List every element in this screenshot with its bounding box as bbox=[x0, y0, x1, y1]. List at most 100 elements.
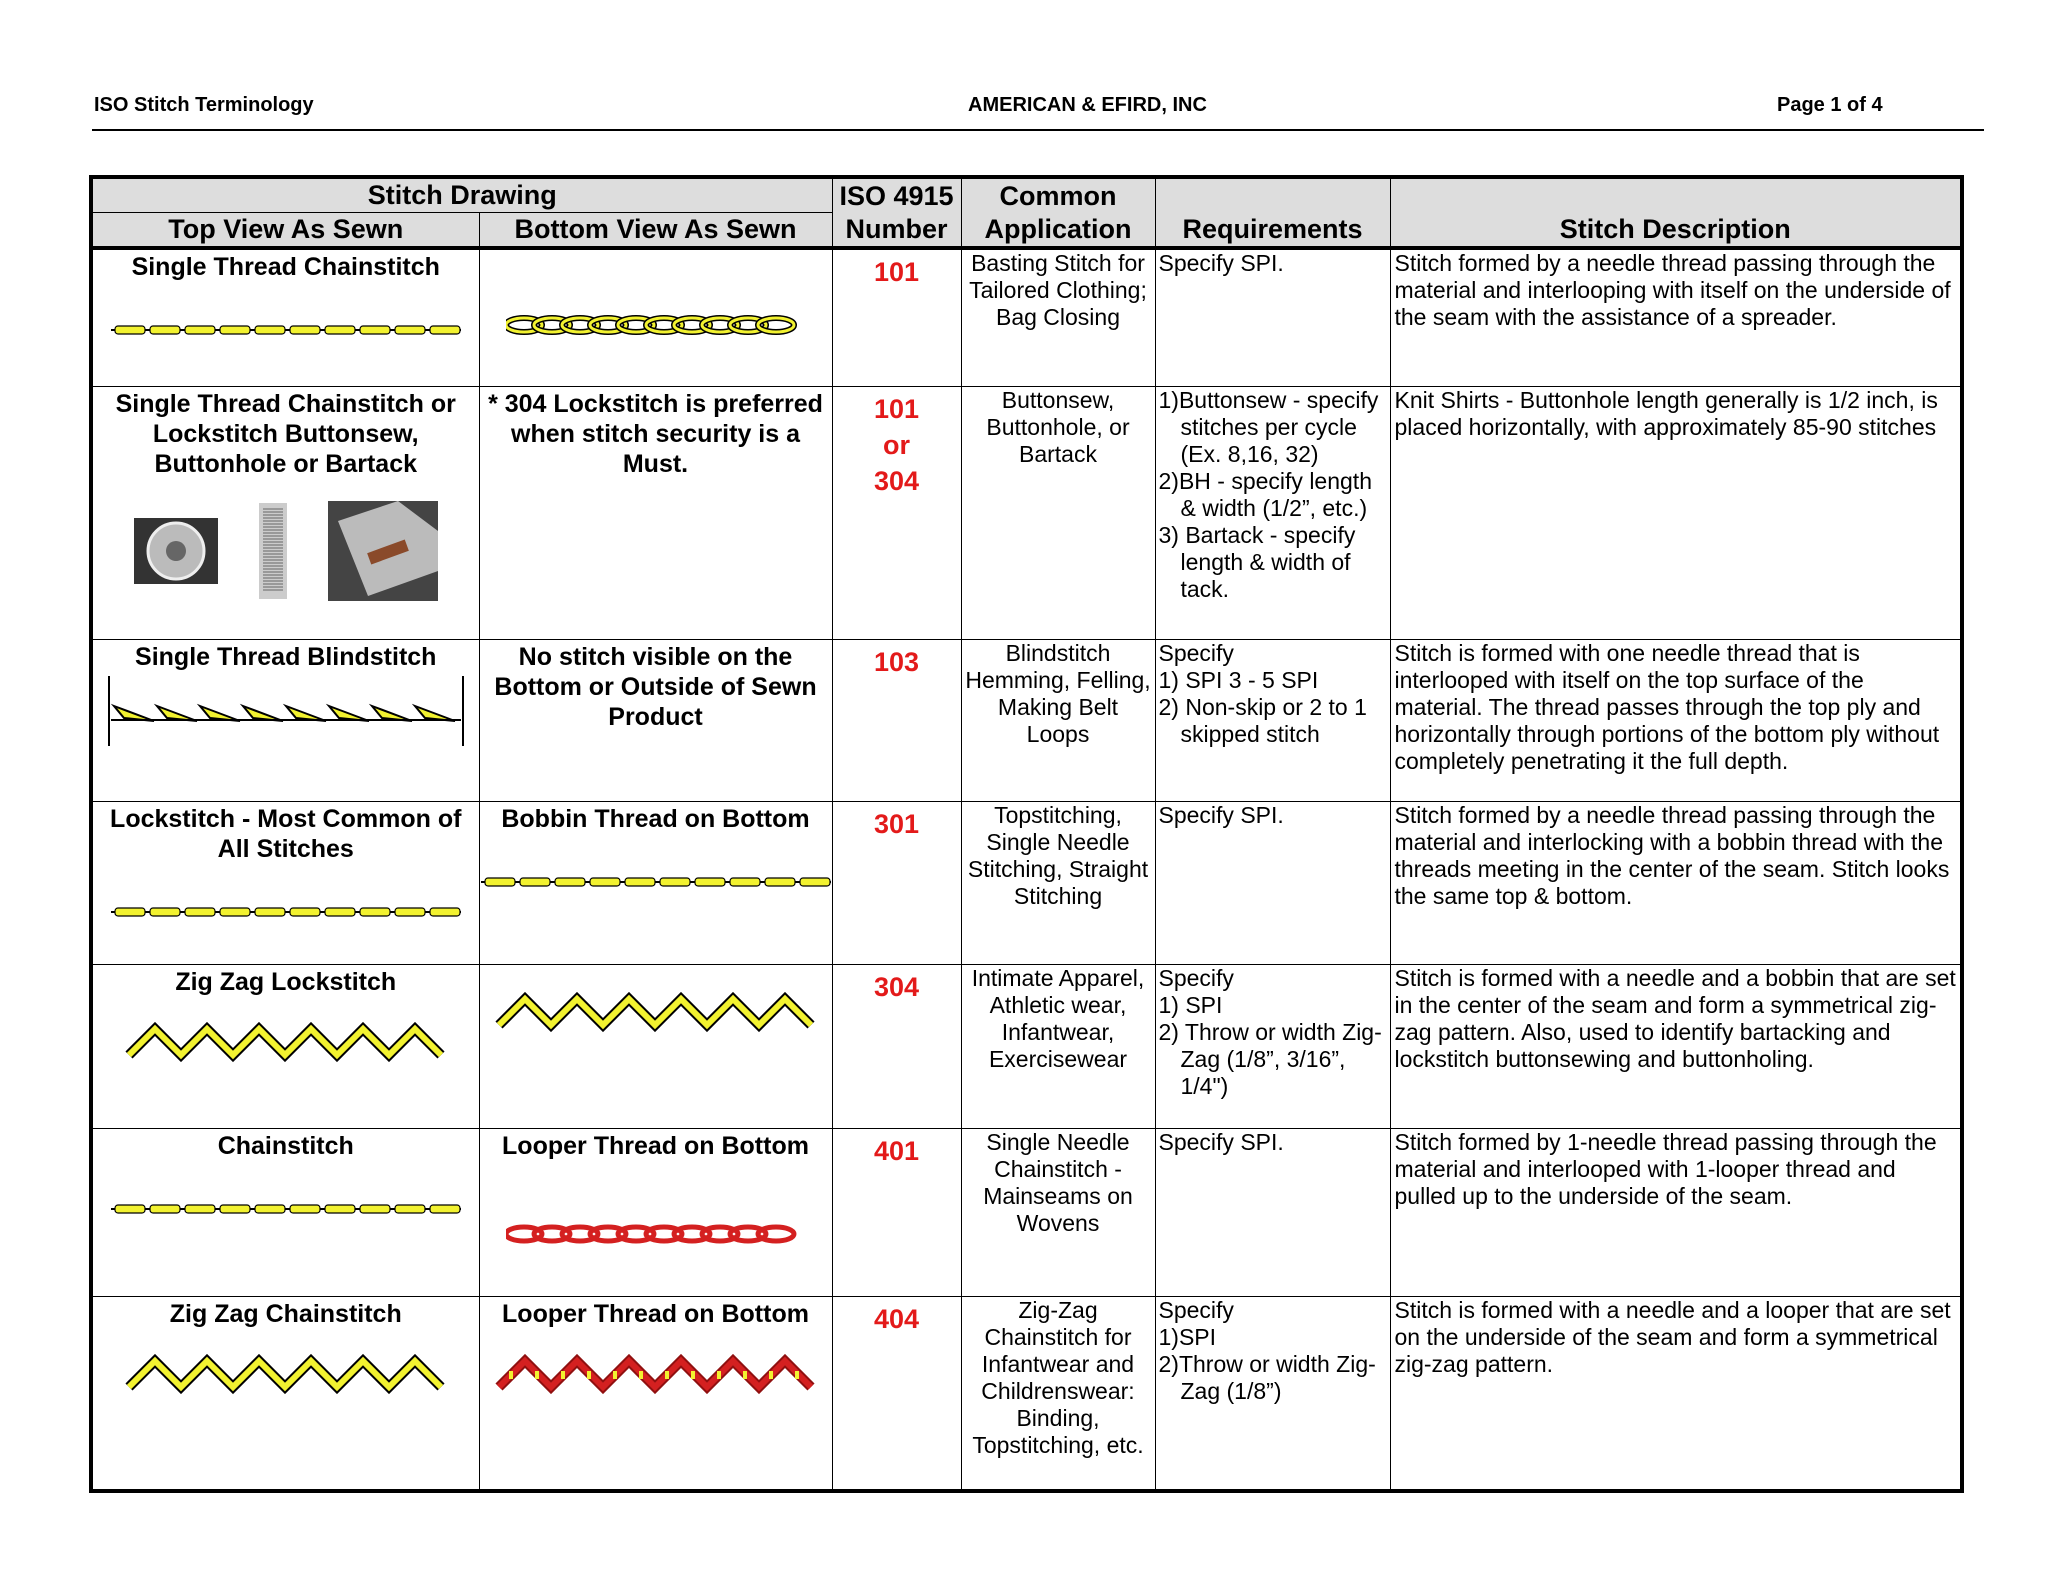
stitch-drawing bbox=[125, 1353, 445, 1394]
stitch-drawing bbox=[494, 1353, 815, 1394]
stitch-segment bbox=[359, 1203, 391, 1214]
header-rule bbox=[92, 129, 1984, 131]
stitch-segment bbox=[553, 876, 586, 887]
stitch-segment bbox=[254, 906, 286, 917]
stitch-segment bbox=[588, 876, 621, 887]
stitch-segment bbox=[394, 1203, 426, 1214]
requirement-item: 1)SPI bbox=[1158, 1323, 1217, 1350]
stitch-table: Stitch Drawing ISO 4915 Number Common Appl… bbox=[89, 175, 1964, 1493]
blind-loop bbox=[110, 703, 155, 722]
stitch-segment bbox=[394, 325, 426, 335]
stitch-segment bbox=[324, 325, 356, 335]
blind-loop bbox=[368, 703, 413, 722]
bottom-view-cell: Looper Thread on Bottom bbox=[478, 1127, 833, 1297]
stitch-segment bbox=[518, 876, 551, 887]
iso-number: 103 bbox=[873, 646, 920, 677]
top-view-cell: Chainstitch bbox=[90, 1127, 480, 1297]
requirements-cell: 1)Buttonsew - specify stitches per cycle… bbox=[1154, 385, 1391, 640]
top-view-title: Single Thread Blindstitch bbox=[135, 642, 437, 671]
application-cell: Blindstitch Hemming, Felling, Making Bel… bbox=[960, 638, 1156, 802]
description-cell: Knit Shirts - Buttonhole length generall… bbox=[1389, 385, 1963, 640]
stitch-segment bbox=[429, 1203, 461, 1214]
stitch-segment bbox=[149, 325, 181, 335]
stitch-segment bbox=[324, 1203, 356, 1214]
requirements-cell: Specify 1) SPI 3 - 5 SPI 2) Non-skip or 2 … bbox=[1154, 638, 1391, 802]
stitch-segment bbox=[798, 876, 831, 887]
table-row: Zig Zag Lockstitch 304 Intimate Apparel, A… bbox=[90, 963, 1963, 1129]
bottom-view-title bbox=[480, 965, 832, 967]
description-cell: Stitch formed by a needle thread passing… bbox=[1389, 247, 1963, 387]
top-view-title: Lockstitch - Most Common of All Stitches bbox=[110, 804, 462, 863]
requirement-item: 2)Throw or width Zig-Zag (1/8”) bbox=[1158, 1350, 1376, 1404]
requirement-item: Specify bbox=[1158, 639, 1234, 666]
top-view-title: Zig Zag Lockstitch bbox=[175, 967, 397, 996]
top-view-title: Chainstitch bbox=[217, 1131, 354, 1160]
top-view-title: Single Thread Chainstitch bbox=[131, 253, 440, 281]
looper-knot bbox=[794, 1370, 799, 1379]
requirement-item: 2)BH - specify length & width (1/2”, etc… bbox=[1158, 467, 1372, 521]
description-cell: Stitch is formed with a needle and a loo… bbox=[1389, 1295, 1963, 1492]
stitch-segment bbox=[289, 325, 321, 335]
blind-loop bbox=[325, 703, 370, 722]
table-row: Single Thread Blindstitch No stitch visib… bbox=[90, 638, 1963, 802]
stitch-segment bbox=[219, 1203, 251, 1214]
bottom-view-title: Bobbin Thread on Bottom bbox=[501, 804, 810, 833]
stitch-drawing bbox=[110, 906, 461, 917]
looper-knot bbox=[664, 1370, 669, 1379]
stitch-segment bbox=[219, 906, 251, 917]
stitch-segment bbox=[254, 325, 286, 335]
header-center: AMERICAN & EFIRD, INC bbox=[968, 94, 1207, 116]
stitch-segment bbox=[623, 876, 656, 887]
col-application: Common Application bbox=[960, 176, 1156, 250]
application-cell: Single Needle Chainstitch - Mainseams on… bbox=[960, 1127, 1156, 1297]
stitch-segment bbox=[289, 1203, 321, 1214]
iso-number-cell: 304 bbox=[831, 963, 962, 1129]
looper-knot bbox=[716, 1370, 721, 1379]
stitch-segment bbox=[359, 325, 391, 335]
requirements-cell: Specify SPI. bbox=[1154, 247, 1391, 387]
application-cell: Basting Stitch for Tailored Clothing; Ba… bbox=[960, 247, 1156, 387]
top-view-cell: Single Thread Chainstitch bbox=[90, 247, 480, 387]
description-cell: Stitch is formed with one needle thread … bbox=[1389, 638, 1963, 802]
stitch-segment bbox=[184, 906, 216, 917]
looper-knot bbox=[612, 1370, 617, 1379]
stitch-drawing bbox=[505, 1224, 796, 1243]
iso-number: 101 bbox=[873, 393, 920, 424]
bartack-photo-icon bbox=[327, 500, 438, 601]
bottom-view-title bbox=[480, 250, 832, 252]
stitch-drawing bbox=[107, 675, 464, 746]
requirement-item: 2) Throw or width Zig-Zag (1/8”, 3/16”, … bbox=[1158, 1018, 1382, 1099]
requirement-item: 2) Non-skip or 2 to 1 skipped stitch bbox=[1158, 693, 1367, 747]
stitch-segment bbox=[359, 906, 391, 917]
application-cell: Intimate Apparel, Athletic wear, Infantw… bbox=[960, 963, 1156, 1129]
app-label-2: Application bbox=[984, 213, 1132, 244]
stitch-segment bbox=[149, 1203, 181, 1214]
iso-number-cell: 404 bbox=[831, 1295, 962, 1492]
stitch-segment bbox=[184, 1203, 216, 1214]
top-view-title: Single Thread Chainstitch or Lockstitch … bbox=[115, 389, 456, 478]
bottom-view-title: No stitch visible on the Bottom or Outsi… bbox=[494, 642, 817, 731]
stitch-segment bbox=[254, 1203, 286, 1214]
bottom-view-cell bbox=[478, 963, 833, 1129]
stitch-segment bbox=[289, 906, 321, 917]
application-cell: Topstitching, Single Needle Stitching, S… bbox=[960, 800, 1156, 965]
looper-knot bbox=[768, 1370, 773, 1379]
top-view-cell: Lockstitch - Most Common of All Stitches bbox=[90, 800, 480, 965]
looper-knot bbox=[742, 1370, 747, 1379]
button-photo-icon bbox=[133, 517, 218, 584]
iso-number-alt: 304 bbox=[873, 465, 920, 496]
iso-number: 101 bbox=[873, 257, 920, 287]
col-description: Stitch Description bbox=[1389, 176, 1963, 250]
looper-knot bbox=[534, 1370, 539, 1379]
iso-number: 304 bbox=[873, 971, 920, 1002]
stitch-drawing bbox=[110, 1203, 461, 1214]
stitch-segment bbox=[394, 906, 426, 917]
stitch-segment bbox=[114, 906, 146, 917]
iso-label-1: ISO 4915 bbox=[839, 180, 954, 211]
bottom-view-cell bbox=[478, 247, 833, 387]
stitch-segment bbox=[219, 325, 251, 335]
requirements-cell: Specify 1) SPI 2) Throw or width Zig-Zag (… bbox=[1154, 963, 1391, 1129]
stitch-segment bbox=[728, 876, 761, 887]
iso-number: 404 bbox=[873, 1303, 920, 1334]
table-row: Single Thread Chainstitch or Lockstitch … bbox=[90, 385, 1963, 640]
